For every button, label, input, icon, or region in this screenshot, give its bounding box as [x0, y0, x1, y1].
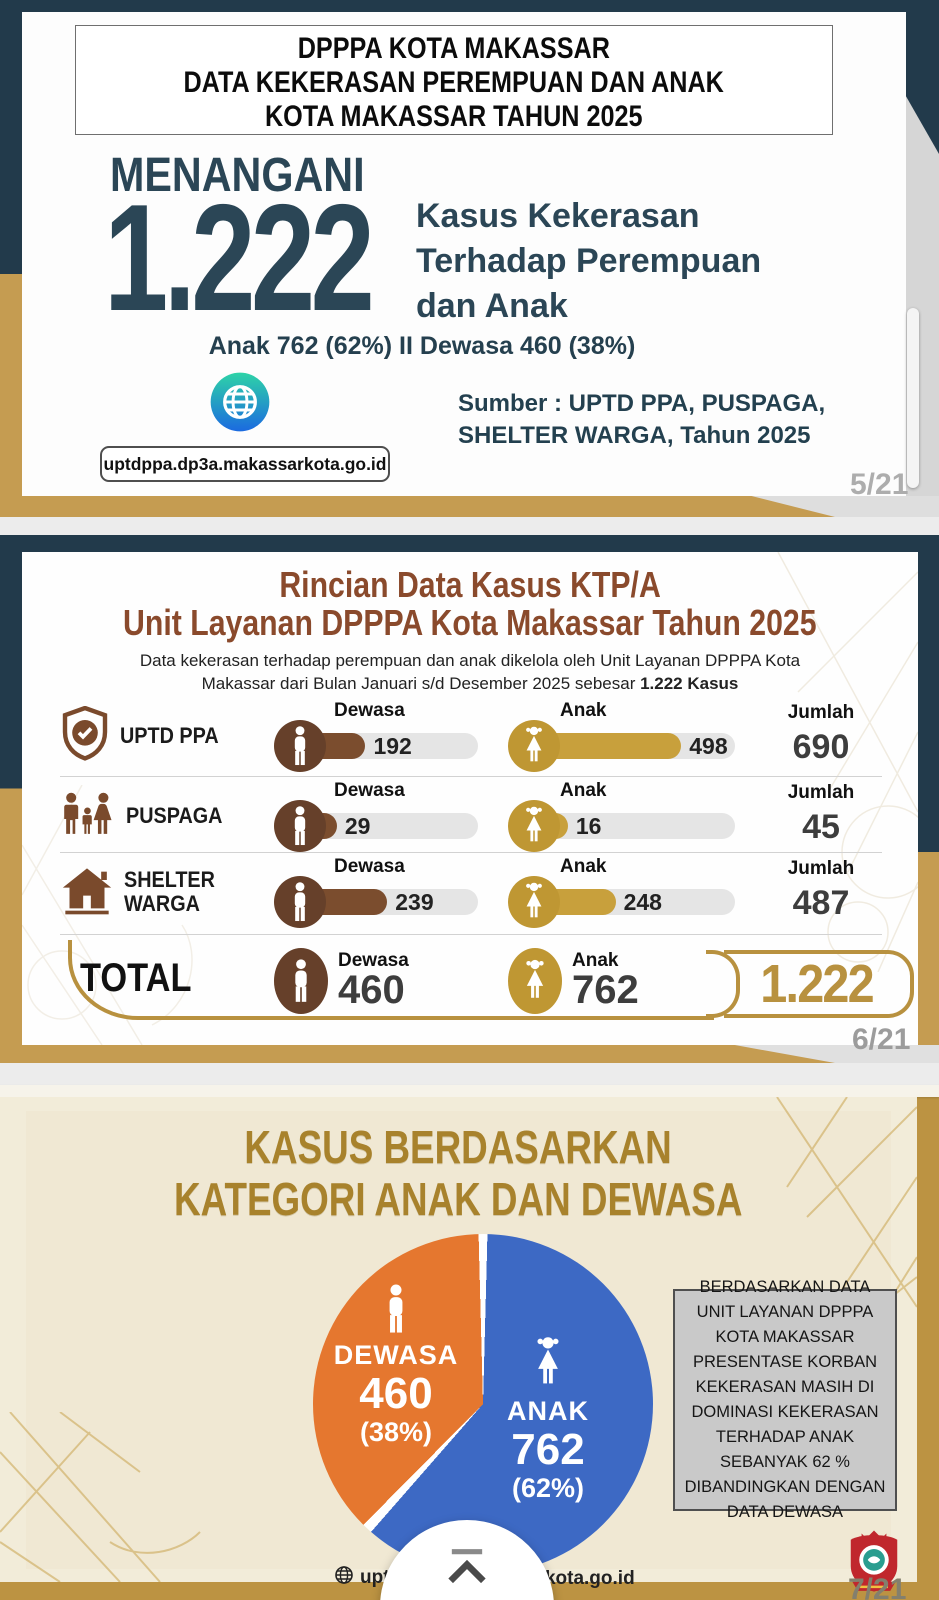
girl-icon: [508, 876, 560, 928]
website-url: uptdppa.dp3a.makassarkota.go.id: [103, 453, 387, 474]
grand-total-badge: 1.222: [706, 950, 914, 1018]
row-label: SHELTER: [124, 867, 215, 892]
girl-icon: [508, 800, 560, 852]
grand-total-value: 1.222: [760, 954, 875, 1014]
slide-page-7: KASUS BERDASARKAN KATEGORI ANAK DAN DEWA…: [0, 1085, 939, 1600]
anak-value: 498: [689, 732, 728, 759]
jumlah-column: Jumlah 487: [787, 858, 855, 922]
jumlah-value: 45: [802, 808, 840, 846]
slide2-title-line1: Rincian Data Kasus KTP/A: [279, 564, 661, 605]
dewasa-value: 192: [373, 732, 412, 759]
jumlah-value: 487: [792, 884, 850, 922]
slide2-right-band: [918, 535, 939, 1063]
globe-icon: [334, 1565, 354, 1591]
page-number: 7/21: [848, 1573, 907, 1600]
website-url-button[interactable]: uptdppa.dp3a.makassarkota.go.id: [100, 446, 390, 482]
total-anak-label: Anak: [572, 950, 619, 971]
globe-icon: [208, 370, 272, 434]
slide1-header-box: DPPPA KOTA MAKASSAR DATA KEKERASAN PEREM…: [75, 25, 833, 135]
man-icon: [306, 1283, 486, 1340]
anak-dewasa-breakdown: Anak 762 (62%) II Dewasa 460 (38%): [208, 332, 636, 360]
row-label: PUSPAGA: [126, 803, 223, 828]
slide2-gold-band: [0, 1045, 835, 1063]
collapse-up-icon: [448, 1549, 486, 1584]
analysis-note-box: BERDASARKAN DATA UNIT LAYANAN DPPPA KOTA…: [673, 1278, 897, 1521]
total-cases-number: 1.222: [104, 173, 375, 343]
row-divider: [60, 776, 882, 777]
row-label-line2: WARGA: [124, 891, 200, 916]
makassar-city-logo: [843, 1525, 905, 1600]
slide2-title-line2: Unit Layanan DPPPA Kota Makassar Tahun 2…: [123, 602, 817, 643]
total-dewasa-label: Dewasa: [338, 950, 409, 971]
jumlah-column: Jumlah 690: [787, 702, 855, 766]
slide2-subtitle: Data kekerasan terhadap perempuan dan an…: [139, 651, 801, 693]
slide1-card: DPPPA KOTA MAKASSAR DATA KEKERASAN PEREM…: [22, 12, 906, 496]
total-anak-value: 762: [572, 968, 639, 1012]
slide3-title-line1: KASUS BERDASARKAN: [244, 1121, 673, 1173]
pie-label-dewasa: DEWASA 460 (38%): [306, 1283, 486, 1448]
pie-chart: [313, 1234, 653, 1574]
girl-icon: [508, 948, 562, 1014]
analysis-note-text: BERDASARKAN DATA UNIT LAYANAN DPPPA KOTA…: [684, 1278, 886, 1521]
man-icon: [274, 720, 326, 772]
jumlah-column: Jumlah 45: [787, 782, 855, 846]
table-row-uptd-ppa: UPTD PPA Dewasa 192: [22, 700, 918, 772]
total-dewasa-value: 460: [338, 968, 405, 1012]
dewasa-value: 239: [395, 888, 434, 915]
slide-page-5: DPPPA KOTA MAKASSAR DATA KEKERASAN PEREM…: [0, 0, 939, 517]
dewasa-value: 29: [344, 812, 371, 839]
subtitle-total: 1.222 Kasus: [640, 674, 739, 693]
man-icon: [274, 948, 328, 1014]
girl-icon: [508, 720, 560, 772]
slide-page-6: Rincian Data Kasus KTP/A Unit Layanan DP…: [0, 535, 939, 1063]
table-row-puspaga: PUSPAGA Dewasa 29: [22, 780, 918, 852]
slide2-left-band: [0, 535, 22, 1063]
anak-value: 16: [575, 812, 602, 839]
slide1-left-band: [0, 0, 22, 517]
house-icon: [60, 865, 114, 920]
page-number: 6/21: [852, 1023, 911, 1056]
table-row-shelter-warga: SHELTER WARGA Dewasa 239: [22, 856, 918, 928]
anak-value: 248: [623, 888, 662, 915]
slide3-panel: KASUS BERDASARKAN KATEGORI ANAK DAN DEWA…: [0, 1097, 917, 1592]
jumlah-value: 690: [792, 728, 850, 766]
shield-check-icon: [60, 705, 110, 767]
cases-description: Kasus Kekerasan Terhadap Perempuan dan A…: [416, 197, 762, 325]
pie-label-anak: ANAK 762 (62%): [458, 1335, 638, 1504]
family-icon: [60, 791, 116, 842]
footer-url-right[interactable]: arkota.go.id: [527, 1568, 635, 1589]
row-label: UPTD PPA: [120, 723, 219, 748]
row-divider: [60, 934, 882, 935]
header-line: DPPPA KOTA MAKASSAR: [297, 32, 611, 65]
header-line: KOTA MAKASSAR TAHUN 2025: [265, 100, 643, 133]
slide1-top-band: [0, 0, 939, 12]
total-label: TOTAL: [80, 956, 192, 1000]
col-anak-label: Anak: [560, 700, 607, 721]
girl-icon: [458, 1335, 638, 1396]
slide2-card: Rincian Data Kasus KTP/A Unit Layanan DP…: [22, 552, 918, 1045]
man-icon: [274, 800, 326, 852]
row-divider: [60, 852, 882, 853]
page-number: 5/21: [850, 468, 909, 501]
man-icon: [274, 876, 326, 928]
slide3-top-strip: [0, 1085, 939, 1097]
header-line: DATA KEKERASAN PEREMPUAN DAN ANAK: [183, 66, 725, 99]
col-dewasa-label: Dewasa: [334, 700, 405, 721]
source-note: Sumber : UPTD PPA, PUSPAGA, SHELTER WARG…: [458, 390, 826, 449]
scrollbar-thumb[interactable]: [907, 308, 919, 488]
slide1-gold-band: [0, 496, 835, 517]
slide3-title-line2: KATEGORI ANAK DAN DEWASA: [174, 1173, 743, 1225]
menangani-label: MENANGANI: [110, 149, 365, 202]
